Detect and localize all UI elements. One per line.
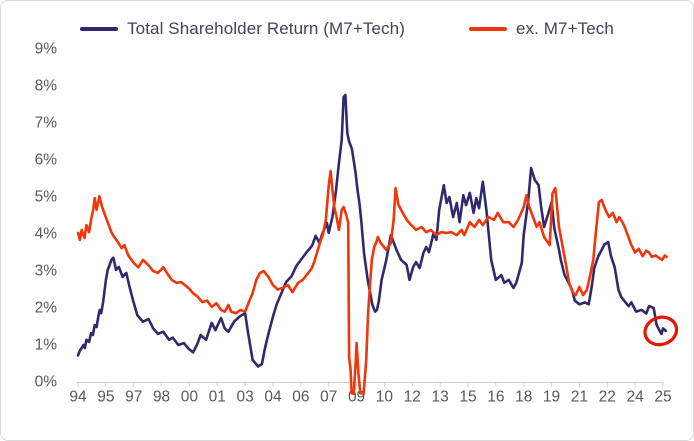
x-axis-label: 16 <box>487 388 504 405</box>
y-axis-label: 1% <box>35 337 58 354</box>
y-axis-label: 6% <box>35 152 58 169</box>
x-axis-label: 94 <box>69 388 87 405</box>
y-axis-label: 5% <box>35 189 58 206</box>
x-axis-label: 15 <box>459 388 476 405</box>
y-axis-label: 3% <box>35 263 58 280</box>
x-axis-label: 22 <box>599 388 616 405</box>
y-axis-label: 0% <box>35 374 58 391</box>
x-axis-label: 25 <box>654 388 671 405</box>
ex-m7-tech-line <box>76 169 669 396</box>
x-axis-label: 18 <box>515 388 532 405</box>
highlight-circle-annotation <box>643 315 679 347</box>
x-axis-label: 98 <box>153 388 170 405</box>
x-axis-label: 07 <box>320 388 337 405</box>
x-axis-label: 03 <box>237 388 254 405</box>
x-axis-label: 21 <box>571 388 588 405</box>
x-axis-label: 10 <box>376 388 394 405</box>
x-axis-label: 19 <box>543 388 560 405</box>
x-axis-label: 01 <box>209 388 226 405</box>
y-axis-label: 2% <box>35 300 58 317</box>
x-axis-label: 06 <box>292 388 309 405</box>
x-axis-label: 13 <box>432 388 449 405</box>
x-axis-label: 00 <box>181 388 199 405</box>
x-axis-label: 04 <box>264 388 282 405</box>
x-axis-label: 97 <box>125 388 142 405</box>
y-axis-label: 9% <box>35 41 58 58</box>
tsr-m7-tech-line <box>76 93 668 368</box>
x-axis-label: 24 <box>627 388 645 405</box>
y-axis-label: 4% <box>35 226 58 243</box>
x-axis-label: 95 <box>97 388 114 405</box>
x-axis-label: 12 <box>404 388 421 405</box>
y-axis-label: 8% <box>35 78 58 95</box>
y-axis-label: 7% <box>35 115 58 132</box>
